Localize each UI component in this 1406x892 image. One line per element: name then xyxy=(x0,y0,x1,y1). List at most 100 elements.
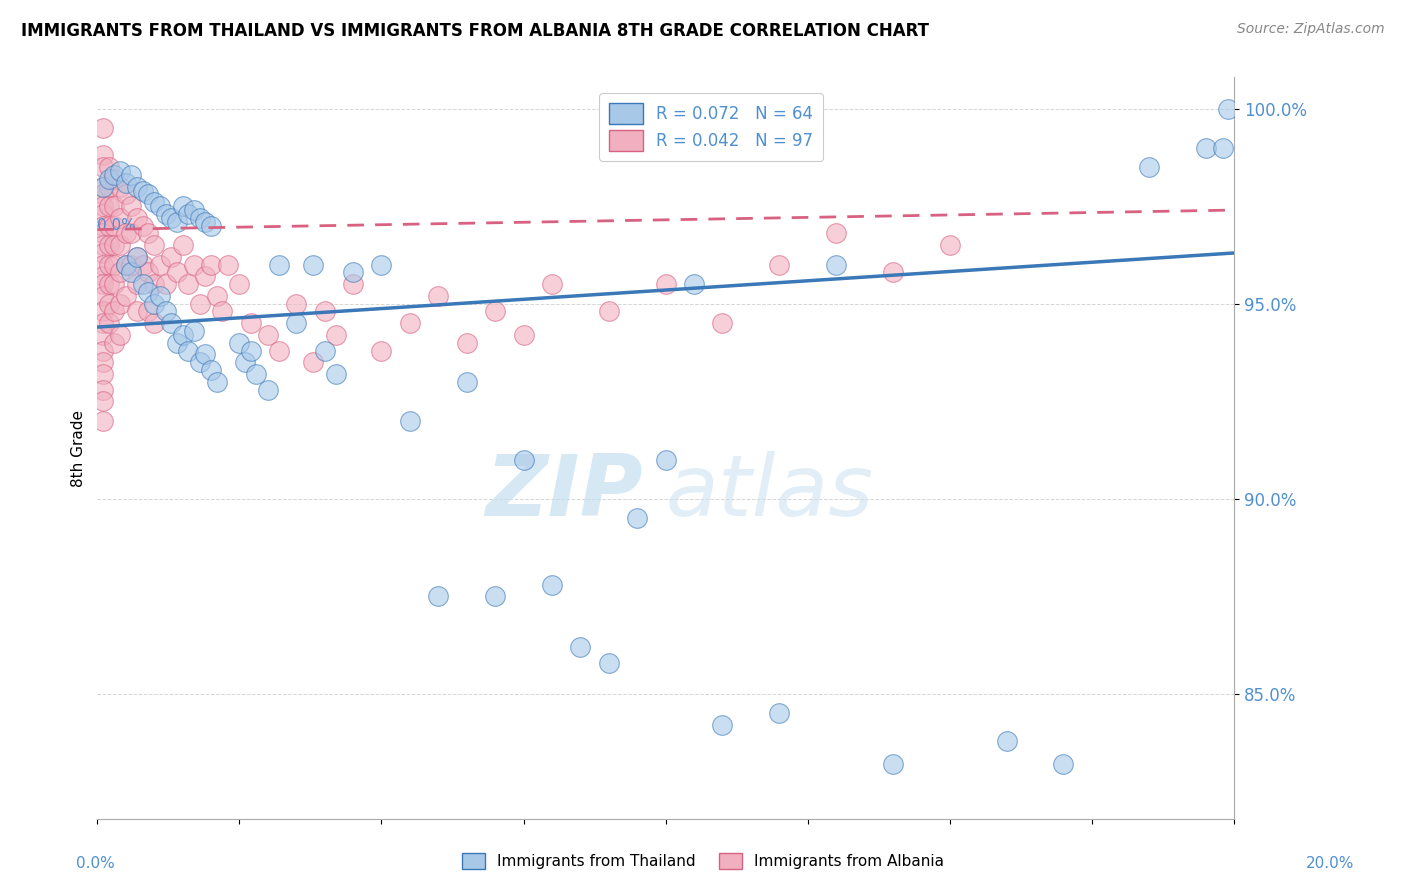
Point xyxy=(91,219,114,233)
Point xyxy=(1194,141,1216,155)
Point xyxy=(114,258,136,272)
Text: atlas: atlas xyxy=(665,451,873,534)
Point xyxy=(97,277,120,292)
Point xyxy=(427,589,450,603)
Point xyxy=(285,316,308,330)
Point xyxy=(711,718,734,732)
Point xyxy=(183,258,205,272)
Point xyxy=(228,335,250,350)
Point xyxy=(541,577,564,591)
Point xyxy=(143,316,166,330)
Point xyxy=(91,367,114,381)
Point xyxy=(155,207,177,221)
Point xyxy=(166,265,188,279)
Point xyxy=(177,277,200,292)
Point xyxy=(97,258,120,272)
Point xyxy=(91,160,114,174)
Point xyxy=(114,187,136,202)
Point xyxy=(205,375,228,389)
Point xyxy=(108,164,131,178)
Point xyxy=(194,269,217,284)
Point xyxy=(512,452,534,467)
Point xyxy=(1218,102,1240,116)
Point xyxy=(183,203,205,218)
Point xyxy=(103,335,125,350)
Point xyxy=(143,238,166,252)
Point xyxy=(138,285,160,299)
Point xyxy=(143,195,166,210)
Point xyxy=(120,227,142,241)
Point xyxy=(97,219,120,233)
Point xyxy=(166,335,188,350)
Point xyxy=(127,179,149,194)
Point xyxy=(127,304,149,318)
Point xyxy=(127,277,149,292)
Point xyxy=(183,324,205,338)
Point xyxy=(172,327,194,342)
Point xyxy=(177,343,200,358)
Point xyxy=(91,121,114,136)
Point xyxy=(370,258,392,272)
Point xyxy=(768,706,790,721)
Y-axis label: 8th Grade: 8th Grade xyxy=(72,409,86,486)
Point xyxy=(882,265,904,279)
Point xyxy=(120,258,142,272)
Point xyxy=(228,277,250,292)
Point xyxy=(91,289,114,303)
Point xyxy=(160,211,183,225)
Point xyxy=(143,277,166,292)
Point xyxy=(91,187,114,202)
Point xyxy=(91,327,114,342)
Point xyxy=(200,363,222,377)
Point xyxy=(825,258,848,272)
Point xyxy=(97,316,120,330)
Point xyxy=(160,316,183,330)
Point xyxy=(149,258,172,272)
Point xyxy=(245,367,267,381)
Point xyxy=(711,316,734,330)
Point xyxy=(302,355,325,369)
Point xyxy=(166,215,188,229)
Point xyxy=(239,316,262,330)
Point xyxy=(654,277,676,292)
Point xyxy=(138,304,160,318)
Point xyxy=(127,250,149,264)
Point xyxy=(138,227,160,241)
Point xyxy=(188,211,211,225)
Point xyxy=(683,277,706,292)
Point xyxy=(91,179,114,194)
Point xyxy=(91,304,114,318)
Point xyxy=(484,589,506,603)
Point xyxy=(132,219,155,233)
Point xyxy=(103,304,125,318)
Point xyxy=(103,219,125,233)
Point xyxy=(177,207,200,221)
Point xyxy=(1137,160,1160,174)
Legend: R = 0.072   N = 64, R = 0.042   N = 97: R = 0.072 N = 64, R = 0.042 N = 97 xyxy=(599,93,823,161)
Point xyxy=(172,238,194,252)
Text: IMMIGRANTS FROM THAILAND VS IMMIGRANTS FROM ALBANIA 8TH GRADE CORRELATION CHART: IMMIGRANTS FROM THAILAND VS IMMIGRANTS F… xyxy=(21,22,929,40)
Text: Source: ZipAtlas.com: Source: ZipAtlas.com xyxy=(1237,22,1385,37)
Point xyxy=(194,347,217,361)
Point xyxy=(325,327,347,342)
Point xyxy=(399,316,422,330)
Point xyxy=(302,258,325,272)
Point xyxy=(114,227,136,241)
Point xyxy=(188,296,211,310)
Point xyxy=(91,277,114,292)
Point xyxy=(132,258,155,272)
Point xyxy=(91,179,114,194)
Point xyxy=(91,148,114,162)
Point xyxy=(626,511,648,525)
Point xyxy=(172,199,194,213)
Point xyxy=(1212,141,1234,155)
Point xyxy=(91,227,114,241)
Text: 20.0%: 20.0% xyxy=(1306,856,1354,871)
Point xyxy=(342,265,364,279)
Point xyxy=(285,296,308,310)
Point xyxy=(200,219,222,233)
Point xyxy=(91,258,114,272)
Point xyxy=(91,355,114,369)
Point xyxy=(91,246,114,260)
Point xyxy=(103,277,125,292)
